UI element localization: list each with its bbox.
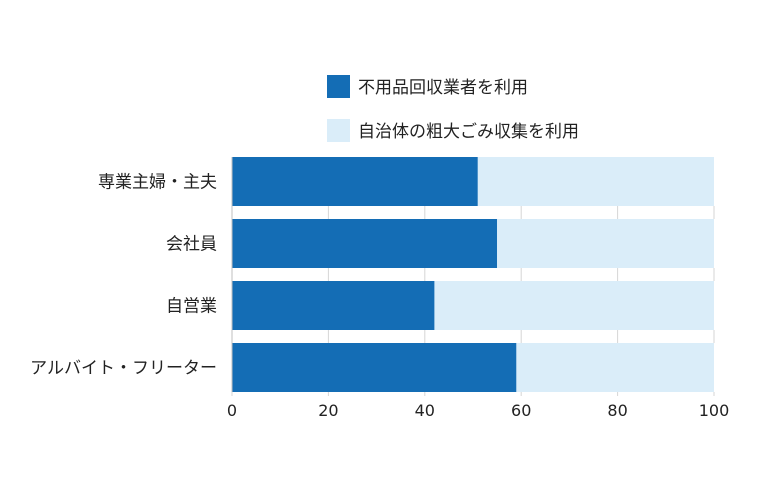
x-tick-label-1: 0: [227, 401, 237, 420]
bar-4-series-2: [516, 343, 714, 392]
bar-3-series-1: [232, 281, 435, 330]
legend-label-1: 不用品回収業者を利用: [358, 78, 528, 98]
category-label-1: 専業主婦・主夫: [98, 173, 217, 193]
bar-1-series-1: [232, 157, 478, 206]
legend-swatch-1: [327, 75, 350, 98]
category-label-2: 会社員: [166, 235, 217, 255]
legend-swatch-2: [327, 119, 350, 142]
bar-3-series-2: [434, 281, 714, 330]
x-tick-label-4: 60: [511, 401, 531, 420]
gridlines: [231, 157, 715, 396]
x-tick-label-3: 40: [415, 401, 435, 420]
x-axis-ticks: 0 20 40 60 80 100: [227, 401, 729, 420]
bar-2-series-1: [232, 219, 498, 268]
x-tick-label-6: 100: [699, 401, 730, 420]
bars: [232, 157, 714, 392]
category-label-3: 自営業: [166, 297, 217, 317]
bar-1-series-2: [477, 157, 714, 206]
legend-label-2: 自治体の粗大ごみ収集を利用: [358, 122, 579, 142]
bar-4-series-1: [232, 343, 517, 392]
category-label-4: アルバイト・フリーター: [30, 359, 217, 379]
x-tick-label-2: 20: [318, 401, 338, 420]
x-tick-label-5: 80: [607, 401, 627, 420]
bar-2-series-2: [497, 219, 714, 268]
